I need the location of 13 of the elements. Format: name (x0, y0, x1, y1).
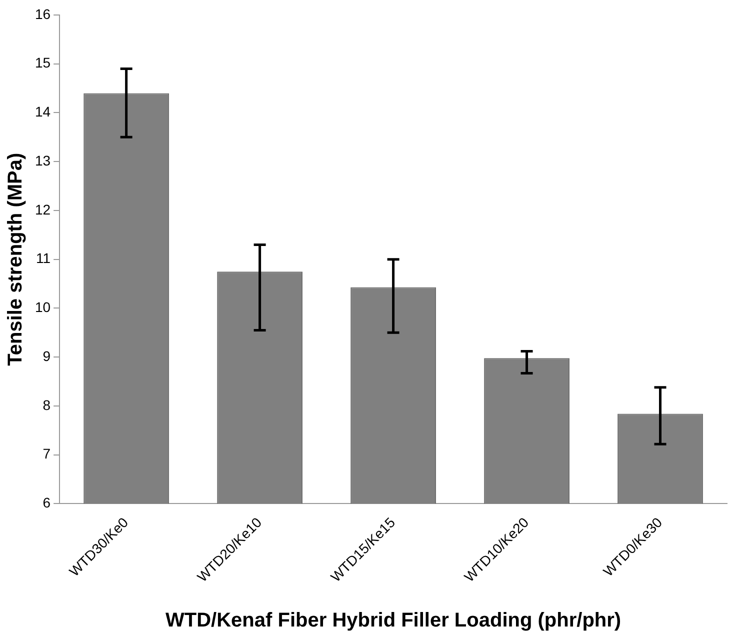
y-tick-label: 6 (42, 494, 51, 511)
x-axis-title: WTD/Kenaf Fiber Hybrid Filler Loading (phr/phr) (166, 610, 622, 632)
y-tick-label: 15 (34, 54, 51, 71)
y-tick-label: 11 (36, 250, 51, 266)
y-axis-title: Tensile strength (MPa) (4, 152, 27, 366)
y-tick-label: 8 (42, 396, 51, 413)
y-tick-label: 16 (34, 6, 51, 22)
y-tick-label: 10 (34, 299, 51, 316)
y-tick-label: 9 (42, 348, 51, 364)
y-tick-label: 7 (42, 446, 51, 462)
y-tick-label: 12 (34, 201, 51, 218)
y-tick-label: 13 (34, 152, 51, 168)
y-tick-label: 14 (34, 104, 51, 120)
